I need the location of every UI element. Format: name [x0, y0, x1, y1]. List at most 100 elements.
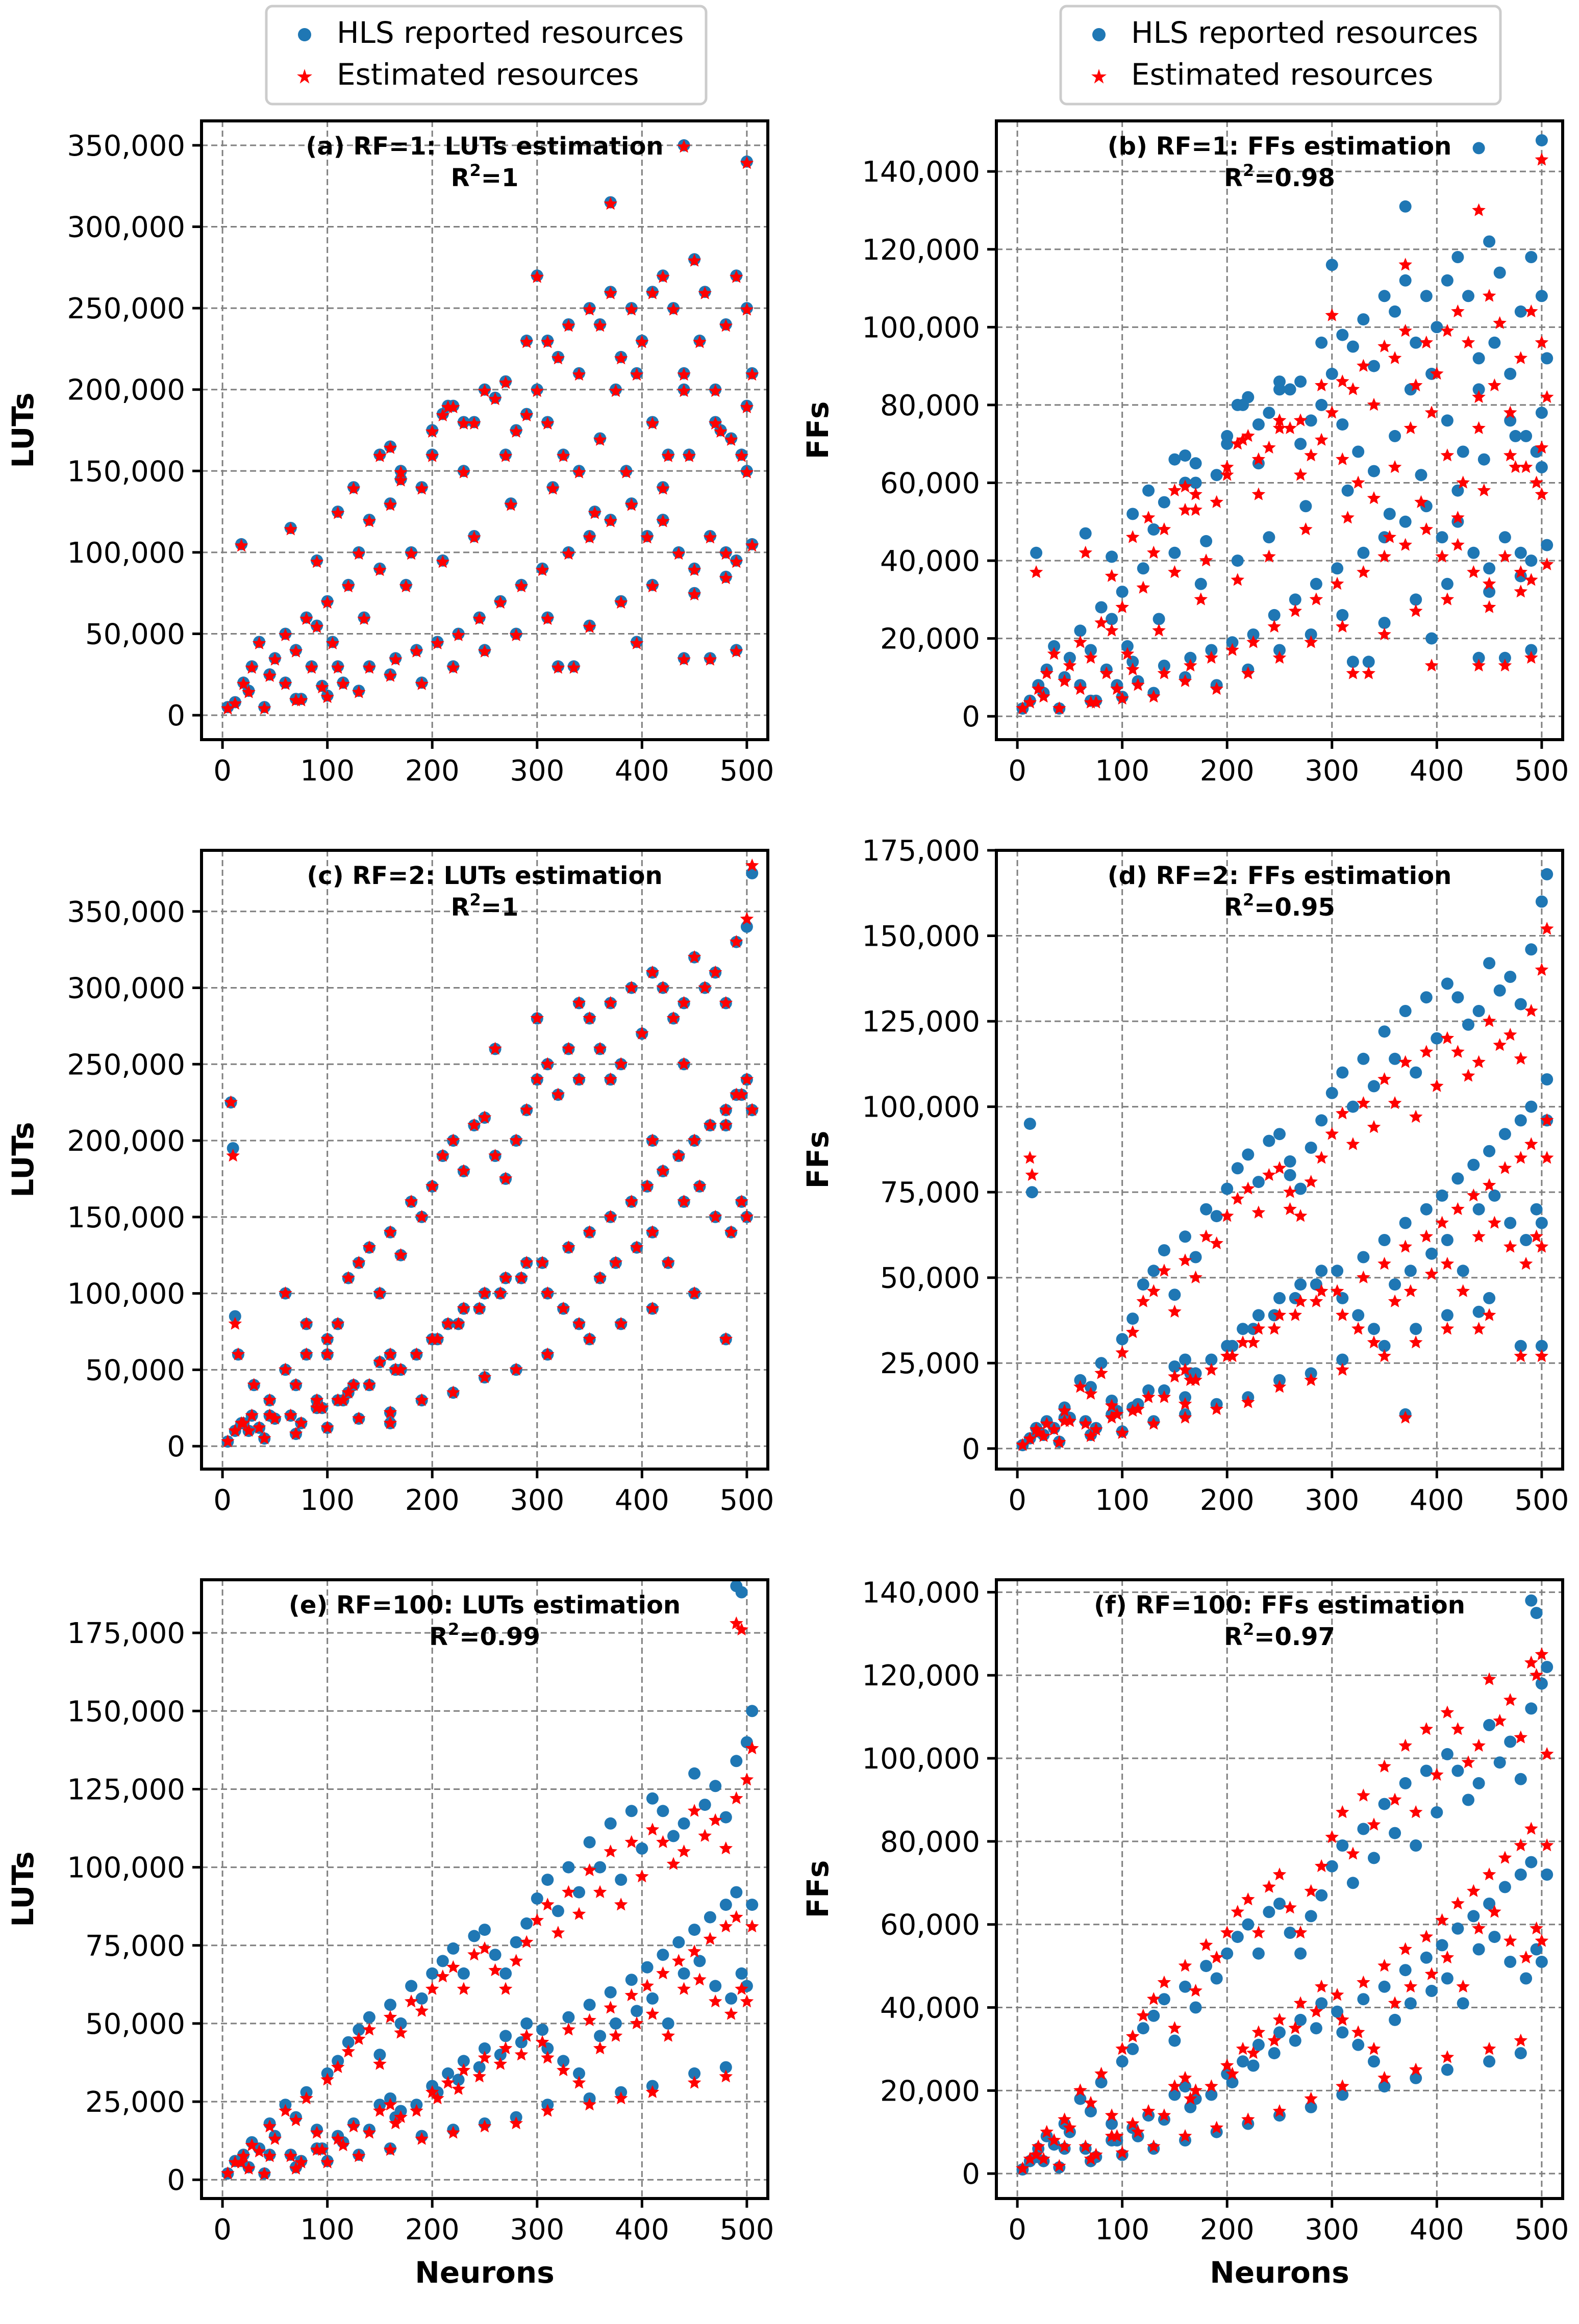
panel-e-est-point-96 — [583, 2013, 596, 2027]
panel-f-hls-point-39 — [1410, 1839, 1422, 1852]
panel-b-est-point-18 — [1189, 487, 1202, 500]
panel-e-est-point-20 — [415, 2004, 429, 2017]
panel-e-hls-point-18 — [394, 2017, 407, 2030]
panel-c-est-point-123 — [719, 1118, 733, 1131]
panel-c-est-point-76 — [693, 1179, 707, 1193]
panel-c-est-point-113 — [299, 1317, 313, 1330]
panel-d-hls-point-88 — [1205, 1353, 1218, 1366]
panel-c-est-point-107 — [224, 1095, 238, 1108]
panel-e-hls-point-26 — [479, 1924, 491, 1936]
panel-c-est-point-125 — [740, 1072, 754, 1085]
panel-c-est-point-17 — [383, 1225, 397, 1239]
panel-a-est-point-98 — [624, 498, 639, 511]
panel-b-est-point-74 — [1456, 475, 1470, 489]
panel-b-est-point-71 — [1403, 421, 1418, 434]
panel-c-ytick-label-5: 250,000 — [67, 1048, 185, 1081]
panel-e-est-point-47 — [698, 1829, 712, 1842]
panel-b-est-point-13 — [1136, 580, 1150, 594]
panel-d-hls-point-96 — [1378, 1234, 1391, 1246]
panel-f-est-point-62 — [1236, 2041, 1250, 2055]
panel-d-hls-point-76 — [1488, 1189, 1501, 1202]
panel-b-hls-point-97 — [1399, 515, 1412, 528]
panel-d-est-point-85 — [1131, 1402, 1145, 1415]
panel-c-est-point-28 — [498, 1171, 513, 1185]
panel-e-est-point-49 — [719, 1841, 733, 1855]
panel-e-est-point-115 — [509, 2116, 523, 2130]
panel-b-est-point-70 — [1388, 460, 1402, 473]
panel-e-r2: R2=0.99 — [429, 1620, 540, 1651]
panel-c: 0 100 200 300 400 500 0 50,000 100,000 150,000 200… — [6, 849, 774, 1517]
panel-b-hls-point-108 — [1362, 655, 1375, 668]
panel-d-hls-point-16 — [1168, 1289, 1181, 1301]
panel-b-hls-point-112 — [1525, 644, 1538, 656]
panel-b-hls-point-33 — [1346, 340, 1359, 353]
panel-e-hls-point-27 — [489, 1949, 502, 1961]
panel-c-est-point-103 — [703, 1118, 717, 1131]
panel-f-hls-point-76 — [1488, 1931, 1501, 1943]
panel-d-est-point-73 — [1440, 1256, 1455, 1270]
panel-b-hls-point-128 — [1410, 593, 1422, 606]
panel-a-est-point-46 — [687, 254, 701, 267]
panel-e-xtick-label-0: 0 — [213, 2213, 232, 2246]
panel-f-est-point-122 — [1524, 1655, 1538, 1669]
panel-d-hls-point-41 — [1431, 1032, 1443, 1045]
panel-d-est-point-40 — [1419, 1045, 1434, 1058]
panel-f-hls-point-12 — [1126, 2042, 1139, 2055]
panel-a-est-point-113 — [530, 270, 544, 283]
panel-a-est-point-35 — [572, 368, 586, 381]
panel-d-est-point-14 — [1147, 1284, 1161, 1297]
panel-e-hls-point-37 — [594, 1861, 607, 1874]
panel-e-hls-point-98 — [625, 1974, 638, 1986]
panel-e-title: (e) RF=100: LUTs estimation — [289, 1591, 681, 1620]
panel-f-est-point-42 — [1440, 1705, 1455, 1719]
panel-d-est-point-49 — [1514, 1051, 1528, 1065]
panel-a-est-point-53 — [234, 539, 248, 552]
panel-a-est-point-63 — [457, 416, 471, 430]
panel-d-est-point-83 — [1089, 1422, 1103, 1436]
panel-b-hls-point-13 — [1137, 562, 1149, 575]
panel-f-hls-point-15 — [1158, 1993, 1170, 2006]
legend-left-est-marker — [297, 69, 312, 84]
panel-e-hls-point-20 — [415, 1992, 428, 2005]
panel-e-hls-point-33 — [552, 1905, 564, 1917]
panel-b-hls-point-145 — [1509, 430, 1522, 442]
panel-a-r2-value: =1 — [481, 164, 519, 192]
panel-f-est-point-22 — [1231, 1905, 1245, 1918]
panel-e-hls-point-48 — [709, 1780, 722, 1792]
panel-e-est-point-103 — [703, 1932, 717, 1945]
panel-d-est-point-117 — [1115, 1426, 1129, 1439]
panel-f-hls-point-98 — [1420, 1951, 1433, 1964]
panel-a-est-point-85 — [336, 677, 350, 690]
panel-f-hls-point-105 — [1525, 1856, 1538, 1868]
panel-f-est-point-93 — [1309, 2004, 1323, 2017]
panel-c-est-point-139 — [645, 1301, 660, 1315]
panel-c-est-point-128 — [289, 1427, 303, 1440]
panel-d-hls-point-18 — [1189, 1251, 1202, 1264]
panel-c-est-point-36 — [583, 1011, 596, 1024]
panel-c-ylabel: LUTs — [6, 1122, 40, 1197]
panel-b-hls-point-14 — [1147, 523, 1160, 536]
panel-a-est-point-110 — [677, 652, 691, 666]
panel-b-est-point-123 — [1241, 666, 1255, 679]
panel-e-est-point-117 — [583, 2098, 596, 2111]
panel-e-hls-point-28 — [499, 1967, 512, 1980]
panel-f-est-point-0 — [1016, 2161, 1030, 2175]
panel-e-est-point-41 — [635, 1870, 649, 1883]
panel-c-est-point-23 — [446, 1133, 460, 1147]
panel-b-est-point-25 — [1262, 440, 1276, 454]
panel-c-est-point-81 — [242, 1424, 256, 1437]
panel-f-hls-point-78 — [1520, 1972, 1533, 1985]
panel-b-est-point-129 — [1440, 592, 1455, 605]
panel-e-est-point-37 — [593, 1885, 607, 1898]
panel-d-est-point-68 — [1351, 1322, 1365, 1335]
panel-e-hls-point-71 — [609, 2017, 622, 2030]
panel-e-hls-point-29 — [510, 1936, 522, 1949]
panel-b-hls-point-6 — [1063, 651, 1076, 664]
panel-a-est-point-70 — [593, 433, 607, 446]
panel-d-hls-point-9 — [1095, 1357, 1108, 1370]
panel-b-est-point-53 — [1029, 565, 1043, 578]
panel-c-est-point-116 — [383, 1416, 397, 1429]
panel-a-est-point-143 — [656, 482, 670, 495]
panel-f-hls-point-14 — [1147, 2009, 1160, 2022]
